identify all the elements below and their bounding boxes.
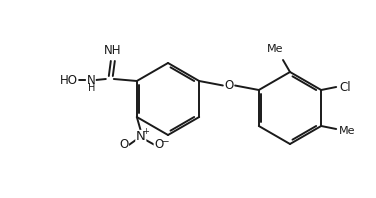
- Text: N: N: [136, 130, 146, 144]
- Text: −: −: [161, 136, 168, 146]
- Text: O: O: [154, 138, 164, 151]
- Text: H: H: [88, 83, 96, 93]
- Text: O: O: [119, 138, 129, 151]
- Text: HO: HO: [60, 73, 78, 87]
- Text: Cl: Cl: [340, 81, 351, 93]
- Text: NH: NH: [104, 44, 121, 56]
- Text: O: O: [224, 79, 233, 92]
- Text: Me: Me: [339, 126, 355, 136]
- Text: N: N: [86, 73, 95, 87]
- Text: +: +: [143, 128, 149, 136]
- Text: Me: Me: [267, 44, 283, 54]
